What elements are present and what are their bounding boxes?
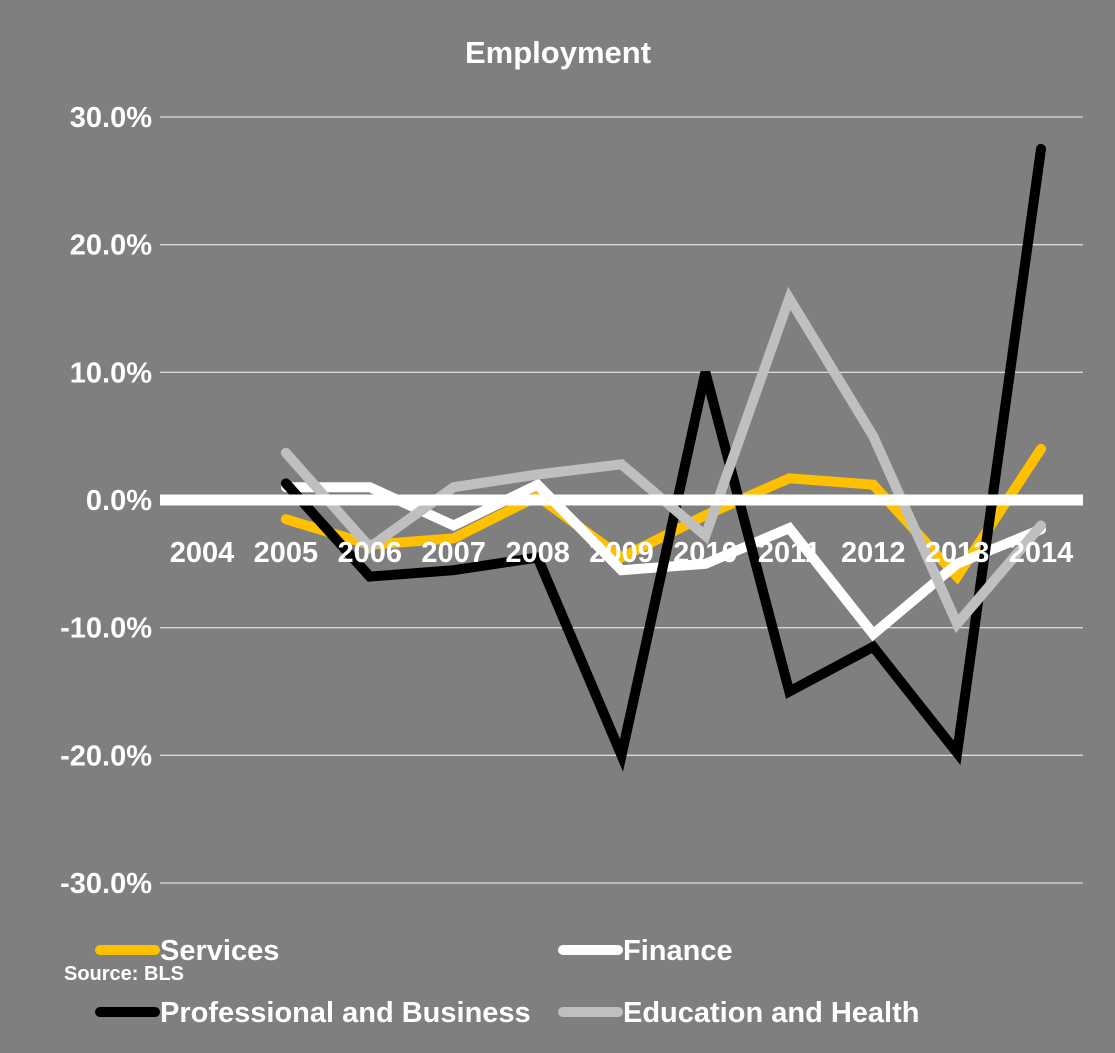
chart-title: Employment [465, 35, 651, 70]
x-tick-label: 2008 [505, 537, 570, 569]
legend: Services Finance Professional and Business… [95, 935, 919, 1029]
y-axis-tick-labels: 30.0% 20.0% 10.0% 0.0% -10.0% -20.0% -30.0% [60, 102, 152, 900]
legend-label: Services [160, 935, 279, 967]
y-tick-label: 10.0% [70, 357, 152, 389]
x-tick-label: 2006 [338, 537, 403, 569]
x-tick-label: 2004 [170, 537, 235, 569]
y-tick-label: 20.0% [70, 230, 152, 262]
x-tick-label: 2010 [673, 537, 738, 569]
y-tick-label: -20.0% [60, 740, 152, 772]
series-line [280, 143, 1046, 772]
y-tick-label: -10.0% [60, 613, 152, 645]
y-tick-label: 30.0% [70, 102, 152, 134]
legend-label: Education and Health [623, 997, 919, 1029]
x-tick-label: 2011 [758, 537, 821, 569]
legend-label: Finance [623, 935, 733, 967]
source-note: Source: BLS [64, 963, 184, 985]
series-lines [280, 143, 1046, 772]
x-tick-label: 2009 [589, 537, 654, 569]
y-tick-label: 0.0% [86, 485, 152, 517]
legend-label: Professional and Business [160, 997, 531, 1029]
x-tick-label: 2012 [841, 537, 906, 569]
x-tick-label: 2007 [421, 537, 486, 569]
x-axis-tick-labels: 2004 2005 2006 2007 2008 2009 2010 2011 2012 2013… [170, 537, 1074, 569]
x-tick-label: 2005 [254, 537, 319, 569]
x-tick-label: 2014 [1009, 537, 1074, 569]
y-tick-label: -30.0% [60, 868, 152, 900]
x-tick-label: 2013 [925, 537, 990, 569]
